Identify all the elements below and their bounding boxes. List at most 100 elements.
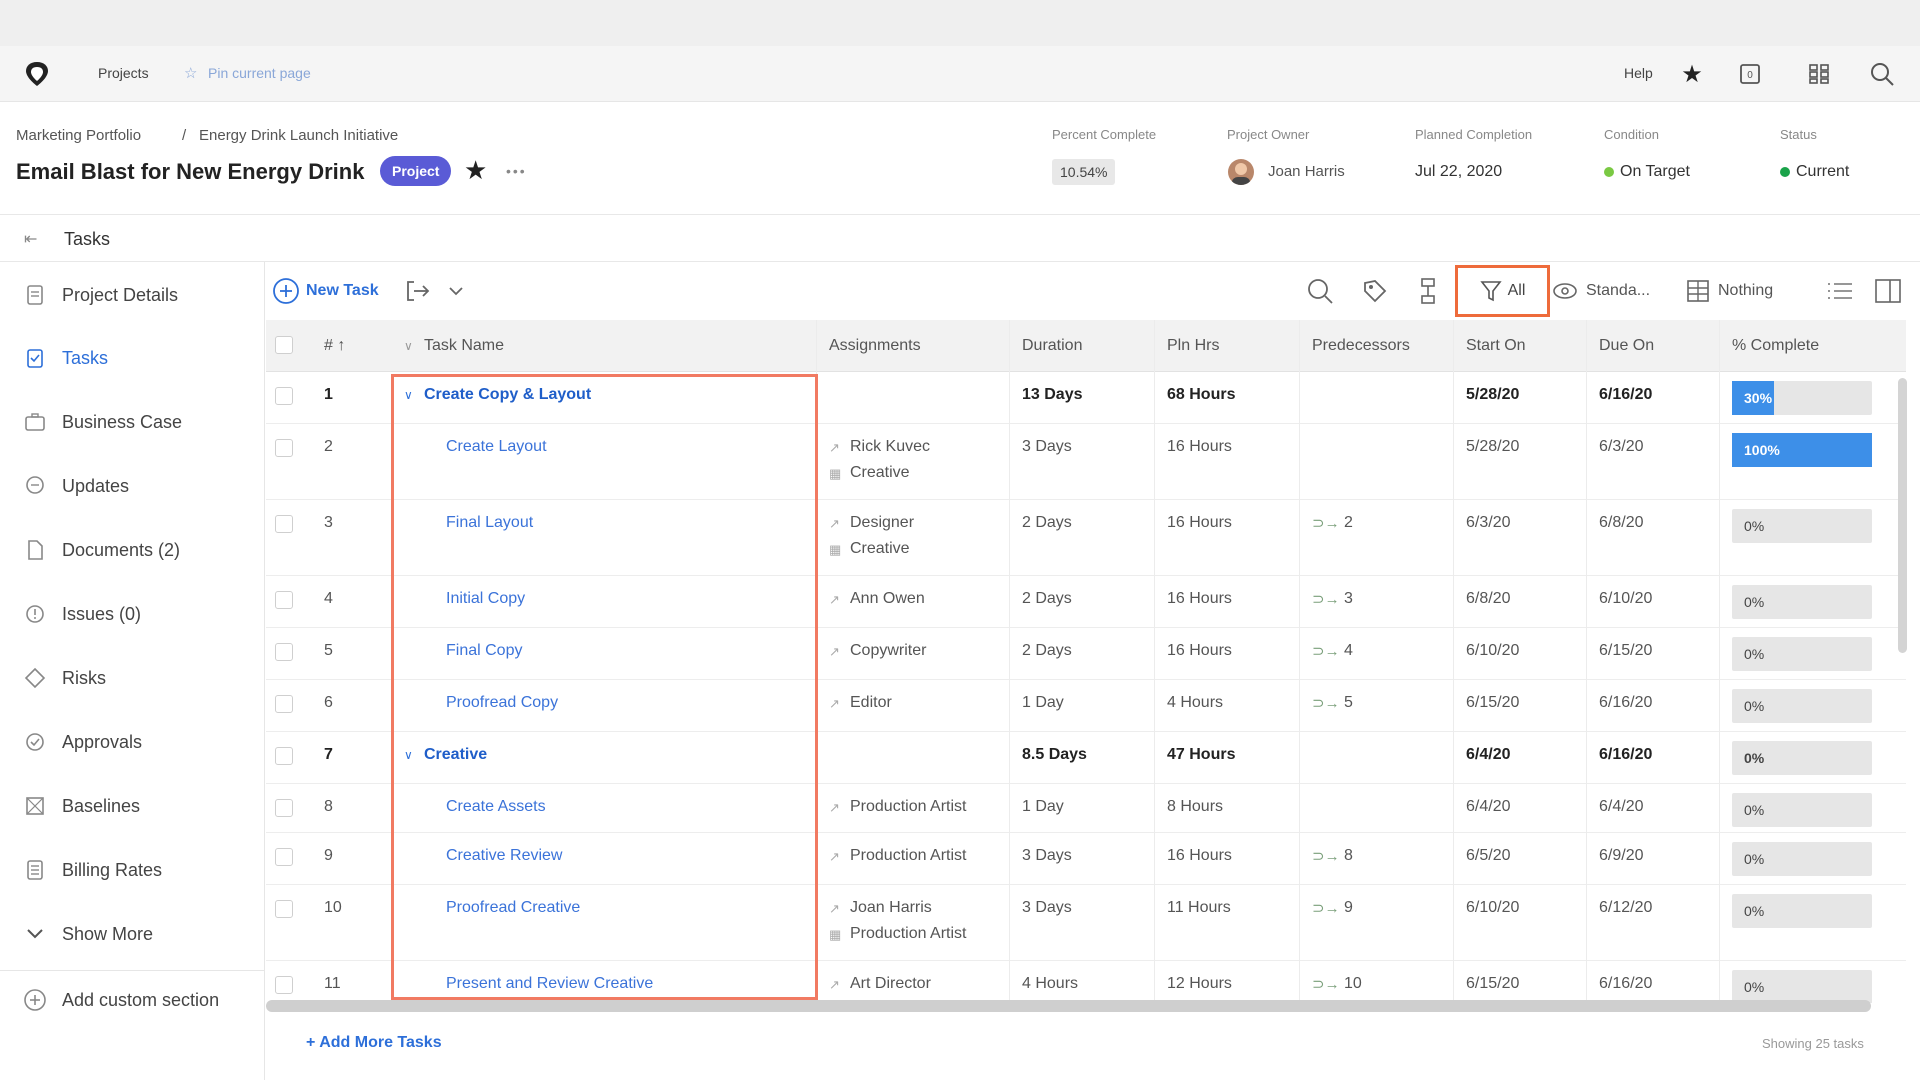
planned-hours-value[interactable]: 12 Hours [1167,975,1232,992]
owner-name[interactable]: Joan Harris [1268,163,1345,180]
column-header-start-on[interactable]: Start On [1466,337,1526,354]
column-header-due-on[interactable]: Due On [1599,337,1655,354]
task-name-link[interactable]: Create Assets [446,798,546,815]
assignment-primary[interactable]: Editor [850,694,892,711]
due-date[interactable]: 6/4/20 [1599,798,1644,815]
percent-complete-bar[interactable]: 0% [1732,689,1872,723]
start-date[interactable]: 6/10/20 [1466,642,1520,659]
assignment-secondary[interactable]: Creative [850,540,910,557]
duration-value[interactable]: 2 Days [1022,642,1072,659]
favorite-star-icon[interactable]: ★ [464,155,488,185]
chevron-down-icon[interactable]: ∨ [404,748,413,762]
sidebar-item-project-details[interactable]: Project Details [22,275,262,315]
assignment-primary[interactable]: Joan Harris [850,899,932,916]
planned-hours-value[interactable]: 16 Hours [1167,590,1232,607]
sidebar-item-business-case[interactable]: Business Case [22,402,262,442]
status-value[interactable]: Current [1780,163,1849,181]
task-name-link[interactable]: Final Copy [446,642,523,659]
duration-value[interactable]: 1 Day [1022,798,1064,815]
percent-complete-bar[interactable]: 100% [1732,433,1872,467]
start-date[interactable]: 6/8/20 [1466,590,1511,607]
percent-complete-bar[interactable]: 0% [1732,894,1872,928]
panel-toggle-icon[interactable] [1874,276,1902,306]
filter-button[interactable]: All [1455,265,1550,317]
vertical-scrollbar[interactable] [1898,378,1907,653]
favorites-star-icon[interactable]: ★ [1681,60,1703,88]
planned-hours-value[interactable]: 47 Hours [1167,746,1236,763]
table-row[interactable]: 6 Proofread Copy ↗ Editor 1 Day 4 Hours ⊃→ 5 6/1… [266,680,1906,732]
sidebar-item-approvals[interactable]: Approvals [22,722,262,762]
predecessor-value[interactable]: 10 [1344,975,1362,992]
condition-value[interactable]: On Target [1604,163,1690,181]
sidebar-item-risks[interactable]: Risks [22,658,262,698]
due-date[interactable]: 6/15/20 [1599,642,1653,659]
planned-hours-value[interactable]: 16 Hours [1167,642,1232,659]
percent-complete-bar[interactable]: 0% [1732,741,1872,775]
sidebar-item-baselines[interactable]: Baselines [22,786,262,826]
row-checkbox[interactable] [275,643,293,661]
percent-complete-bar[interactable]: 0% [1732,585,1872,619]
task-name-link[interactable]: Proofread Copy [446,694,559,711]
chevron-down-icon[interactable]: ∨ [404,388,413,402]
start-date[interactable]: 6/4/20 [1466,746,1511,763]
table-row[interactable]: 10 Proofread Creative ↗ Joan Harris ▦ Product… [266,885,1906,961]
percent-complete-bar[interactable]: 0% [1732,842,1872,876]
assignment-primary[interactable]: Production Artist [850,798,967,815]
assignment-primary[interactable]: Rick Kuvec [850,438,931,455]
table-row[interactable]: 9 Creative Review ↗ Production Artist 3 Days… [266,833,1906,885]
table-row[interactable]: 2 Create Layout ↗ Rick Kuvec ▦ Creative 3 Days… [266,424,1906,500]
pin-current-page-link[interactable]: Pin current page [208,65,311,81]
table-row[interactable]: 7 ∨ Creative 8.5 Days 47 Hours 6/4/20 6/16/20 0… [266,732,1906,784]
row-checkbox[interactable] [275,591,293,609]
duration-value[interactable]: 3 Days [1022,847,1072,864]
table-row[interactable]: 5 Final Copy ↗ Copywriter 2 Days 16 Hours ⊃→ 4 6… [266,628,1906,680]
search-icon[interactable] [1306,276,1334,306]
sidebar-item-updates[interactable]: Updates [22,466,262,506]
collapse-panel-icon[interactable]: ⇤ [24,231,38,248]
tag-icon[interactable] [1361,276,1389,306]
row-checkbox[interactable] [275,515,293,533]
row-checkbox[interactable] [275,799,293,817]
table-row[interactable]: 11 Present and Review Creative ↗ Art Direct… [266,961,1906,1003]
duration-value[interactable]: 3 Days [1022,899,1072,916]
predecessor-value[interactable]: 4 [1344,642,1353,659]
chevron-down-icon[interactable]: ∨ [404,339,413,353]
due-date[interactable]: 6/16/20 [1599,694,1653,711]
task-name-link[interactable]: Create Layout [446,438,547,455]
horizontal-scrollbar[interactable] [266,1000,1871,1012]
percent-complete-bar[interactable]: 30% [1732,381,1872,415]
table-row[interactable]: 1 ∨ Create Copy & Layout 13 Days 68 Hours 5/2… [266,372,1906,424]
table-row[interactable]: 4 Initial Copy ↗ Ann Owen 2 Days 16 Hours ⊃→ 3 6… [266,576,1906,628]
assignment-primary[interactable]: Ann Owen [850,590,925,607]
row-checkbox[interactable] [275,695,293,713]
start-date[interactable]: 6/10/20 [1466,899,1520,916]
predecessor-value[interactable]: 5 [1344,694,1353,711]
sidebar-item-documents[interactable]: Documents (2) [22,530,262,570]
due-date[interactable]: 6/16/20 [1599,746,1653,763]
row-checkbox[interactable] [275,439,293,457]
due-date[interactable]: 6/10/20 [1599,590,1653,607]
sidebar-item-tasks[interactable]: Tasks [22,338,262,378]
planned-hours-value[interactable]: 4 Hours [1167,694,1224,711]
breadcrumb-current[interactable]: Energy Drink Launch Initiative [199,127,399,144]
column-header-predecessors[interactable]: Predecessors [1312,337,1410,354]
planned-hours-value[interactable]: 16 Hours [1167,514,1232,531]
search-icon[interactable] [1867,59,1897,89]
column-header-number[interactable]: # ↑ [324,337,346,354]
breadcrumb-parent[interactable]: Marketing Portfolio [16,127,142,144]
logo-icon[interactable] [22,59,52,89]
nav-projects[interactable]: Projects [98,65,149,81]
grouping-selector[interactable]: Nothing [1686,276,1773,306]
start-date[interactable]: 6/15/20 [1466,975,1520,992]
row-checkbox[interactable] [275,848,293,866]
start-date[interactable]: 6/4/20 [1466,798,1511,815]
due-date[interactable]: 6/8/20 [1599,514,1644,531]
percent-complete-bar[interactable]: 0% [1732,793,1872,827]
planned-hours-value[interactable]: 68 Hours [1167,386,1236,403]
due-date[interactable]: 6/12/20 [1599,899,1653,916]
export-icon[interactable] [404,276,432,306]
percent-complete-bar[interactable]: 0% [1732,970,1872,1003]
duration-value[interactable]: 13 Days [1022,386,1083,403]
more-options-button[interactable]: ••• [506,163,527,179]
predecessor-value[interactable]: 8 [1344,847,1353,864]
